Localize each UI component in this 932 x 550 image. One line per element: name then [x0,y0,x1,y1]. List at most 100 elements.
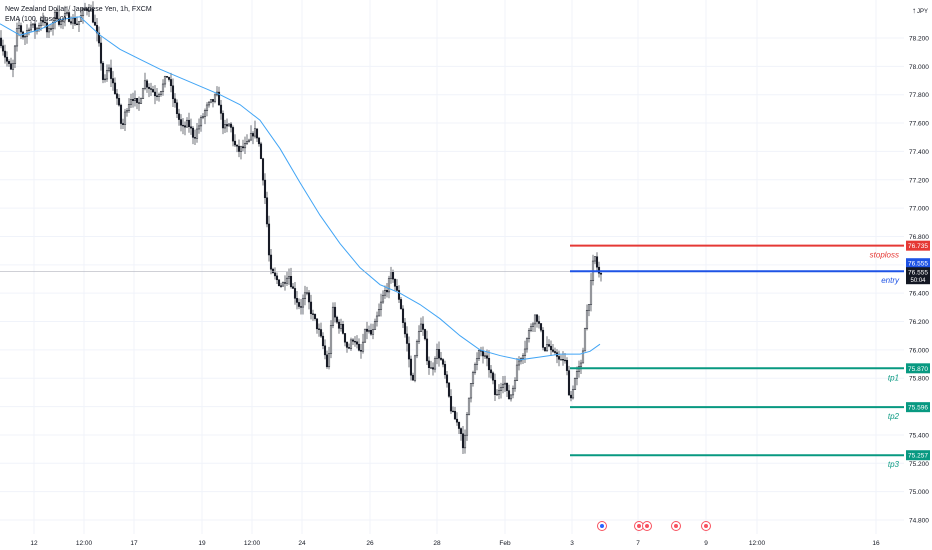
candle-body [521,355,525,359]
candle-body [245,141,249,144]
candle-body [99,42,103,64]
candle-body [391,271,395,280]
candle-body [569,394,573,399]
time-tick-label: 24 [298,540,306,547]
candle-body [295,298,299,303]
price-tick-label: 75.800 [909,376,929,383]
candle-body [459,428,463,434]
candle-body [527,330,531,339]
candle-body [57,18,61,25]
event-marker-dot [674,524,678,528]
candle-body [261,158,265,181]
indicator-label[interactable]: EMA (100, close, 0) [5,16,67,23]
candle-body [339,323,343,329]
level-price-badge-tp2 [906,402,930,413]
level-label-tp1: tp1 [888,373,899,382]
level-price-text-tp3: 75.257 [908,453,928,460]
candle-body [55,11,59,20]
candle-body [91,8,95,23]
candle-body [177,113,181,120]
candle-body [23,35,27,38]
candle-body [93,21,97,26]
candle-body [427,360,431,368]
candle-body [481,351,485,357]
candle-body [535,314,539,322]
candle-body [263,179,267,199]
candle-body [545,344,549,351]
candle-body [455,418,459,423]
time-tick-label: 16 [872,540,880,547]
candle-body [443,364,447,376]
symbol-title[interactable]: New Zealand Dollar / Japanese Yen, 1h, F… [5,6,152,13]
candle-body [87,10,91,12]
price-tick-label: 75.000 [909,489,929,496]
candle-body [165,76,169,78]
candle-body [361,341,365,352]
candle-body [301,298,305,308]
level-label-tp3: tp3 [888,460,900,469]
candle-body [331,306,335,326]
candle-body [221,113,225,129]
candle-body [253,128,257,137]
candle-body [269,254,273,270]
candle-body [349,339,353,349]
candle-body [439,357,443,360]
candle-body [523,348,527,356]
candle-body [183,125,187,128]
candle-body [447,382,451,397]
event-marker-dot [637,524,641,528]
candle-body [273,272,277,277]
price-tick-label: 77.800 [909,92,929,99]
candle-body [321,335,325,347]
candle-body [241,146,245,149]
candle-body [305,292,309,294]
candle-body [589,280,593,305]
candle-body [317,328,321,330]
candle-body [525,338,529,350]
candle-body [327,353,331,368]
candle-body [475,358,479,365]
candle-body [167,77,171,80]
candle-body [3,50,7,58]
candle-body [529,326,533,331]
candle-body [567,370,571,396]
candle-body [395,286,399,291]
event-marker-dot [645,524,649,528]
candle-body [559,359,563,361]
candle-body [445,374,449,384]
price-tick-label: 77.200 [909,177,929,184]
candle-body [383,290,387,296]
candle-body [7,61,11,64]
candle-body [195,128,199,139]
candle-body [205,104,209,111]
candle-body [13,45,17,64]
candle-body [491,372,495,381]
candle-body [289,276,293,287]
candle-body [563,359,567,362]
candle-body [59,21,63,25]
candle-body [371,329,375,335]
candle-body [209,99,213,103]
candle-body [287,276,291,279]
candle-body [513,380,517,389]
candle-body [423,329,427,340]
candle-body [207,101,211,106]
candle-body [83,8,87,10]
candle-body [407,343,411,360]
candle-body [499,387,503,391]
level-price-text-entry: 76.555 [908,261,928,268]
candle-body [477,350,481,359]
candle-body [69,21,73,24]
candle-body [303,292,307,299]
candle-body [309,301,313,315]
candle-body [369,330,373,335]
candle-body [113,82,117,94]
candle-body [255,128,259,139]
candle-body [5,56,9,62]
candle-body [421,323,425,330]
candle-body [449,396,453,412]
candle-body [397,290,401,300]
candle-body [505,382,509,391]
candle-body [121,123,125,125]
